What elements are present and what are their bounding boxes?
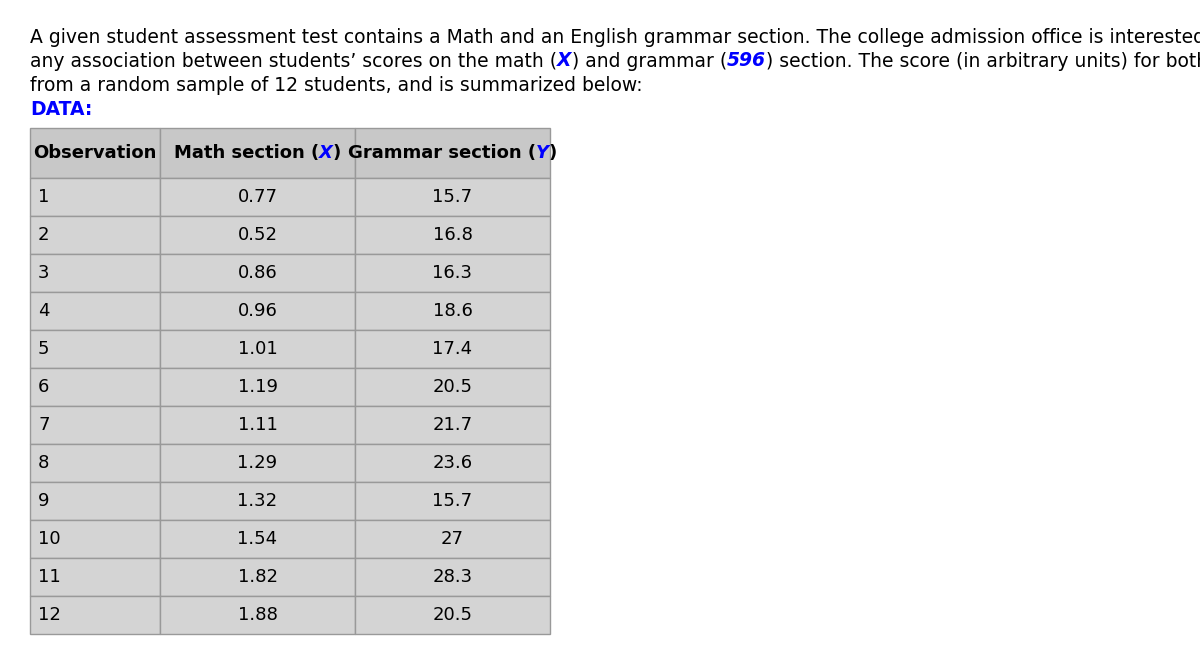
Text: 1.54: 1.54 xyxy=(238,530,277,548)
Text: X: X xyxy=(557,51,571,70)
Text: 21.7: 21.7 xyxy=(432,416,473,434)
Bar xyxy=(160,368,355,406)
Text: 0.52: 0.52 xyxy=(238,226,277,244)
Bar xyxy=(30,216,160,254)
Text: 6: 6 xyxy=(38,378,49,396)
Text: 20.5: 20.5 xyxy=(432,606,473,624)
Text: 23.6: 23.6 xyxy=(432,454,473,472)
Text: 16.3: 16.3 xyxy=(432,264,473,282)
Bar xyxy=(30,330,160,368)
Text: 7: 7 xyxy=(38,416,49,434)
Text: ): ) xyxy=(548,144,557,162)
Bar xyxy=(355,330,550,368)
Bar xyxy=(30,596,160,634)
Text: 17.4: 17.4 xyxy=(432,340,473,358)
Bar xyxy=(355,406,550,444)
Bar xyxy=(160,292,355,330)
Text: A given student assessment test contains a Math and an English grammar section. : A given student assessment test contains… xyxy=(30,28,1200,47)
Text: 596: 596 xyxy=(727,51,766,70)
Text: 28.3: 28.3 xyxy=(432,568,473,586)
Bar xyxy=(160,482,355,520)
Bar xyxy=(160,444,355,482)
Text: 1.01: 1.01 xyxy=(238,340,277,358)
Text: X: X xyxy=(319,144,332,162)
Bar xyxy=(355,254,550,292)
Bar xyxy=(30,254,160,292)
Bar xyxy=(355,596,550,634)
Text: 9: 9 xyxy=(38,492,49,510)
Text: 15.7: 15.7 xyxy=(432,188,473,206)
Text: 8: 8 xyxy=(38,454,49,472)
Bar xyxy=(355,444,550,482)
Text: 0.86: 0.86 xyxy=(238,264,277,282)
Bar xyxy=(30,178,160,216)
Bar xyxy=(160,558,355,596)
Bar xyxy=(30,292,160,330)
Text: 1.32: 1.32 xyxy=(238,492,277,510)
Text: 18.6: 18.6 xyxy=(432,302,473,320)
Bar xyxy=(30,444,160,482)
Text: ) and grammar (: ) and grammar ( xyxy=(571,52,727,71)
Bar xyxy=(30,558,160,596)
Text: Math section (: Math section ( xyxy=(174,144,319,162)
Text: 1.19: 1.19 xyxy=(238,378,277,396)
Bar xyxy=(160,520,355,558)
Text: 1.11: 1.11 xyxy=(238,416,277,434)
Bar xyxy=(30,128,160,178)
Bar xyxy=(30,406,160,444)
Text: any association between students’ scores on the math (: any association between students’ scores… xyxy=(30,52,557,71)
Text: 0.77: 0.77 xyxy=(238,188,277,206)
Text: from a random sample of 12 students, and is summarized below:: from a random sample of 12 students, and… xyxy=(30,76,643,95)
Bar xyxy=(160,128,355,178)
Text: 12: 12 xyxy=(38,606,61,624)
Text: ): ) xyxy=(332,144,341,162)
Bar xyxy=(160,596,355,634)
Text: DATA:: DATA: xyxy=(30,100,92,119)
Bar xyxy=(355,292,550,330)
Text: 20.5: 20.5 xyxy=(432,378,473,396)
Text: ) section. The score (in arbitrary units) for both sections were obtained: ) section. The score (in arbitrary units… xyxy=(766,52,1200,71)
Bar xyxy=(30,520,160,558)
Bar xyxy=(355,482,550,520)
Text: 4: 4 xyxy=(38,302,49,320)
Bar xyxy=(355,368,550,406)
Text: 5: 5 xyxy=(38,340,49,358)
Bar xyxy=(160,406,355,444)
Text: 1.88: 1.88 xyxy=(238,606,277,624)
Text: 1: 1 xyxy=(38,188,49,206)
Text: Observation: Observation xyxy=(34,144,157,162)
Bar xyxy=(355,216,550,254)
Bar xyxy=(355,128,550,178)
Bar xyxy=(160,178,355,216)
Text: 1.29: 1.29 xyxy=(238,454,277,472)
Bar xyxy=(30,482,160,520)
Text: 16.8: 16.8 xyxy=(432,226,473,244)
Bar xyxy=(355,520,550,558)
Bar xyxy=(355,178,550,216)
Text: 27: 27 xyxy=(442,530,464,548)
Bar xyxy=(30,368,160,406)
Text: 15.7: 15.7 xyxy=(432,492,473,510)
Text: 0.96: 0.96 xyxy=(238,302,277,320)
Text: 2: 2 xyxy=(38,226,49,244)
Bar xyxy=(355,558,550,596)
Text: Y: Y xyxy=(536,144,548,162)
Text: 10: 10 xyxy=(38,530,61,548)
Bar xyxy=(160,330,355,368)
Text: 11: 11 xyxy=(38,568,61,586)
Bar xyxy=(160,254,355,292)
Bar xyxy=(160,216,355,254)
Text: Grammar section (: Grammar section ( xyxy=(348,144,536,162)
Text: 1.82: 1.82 xyxy=(238,568,277,586)
Text: 3: 3 xyxy=(38,264,49,282)
